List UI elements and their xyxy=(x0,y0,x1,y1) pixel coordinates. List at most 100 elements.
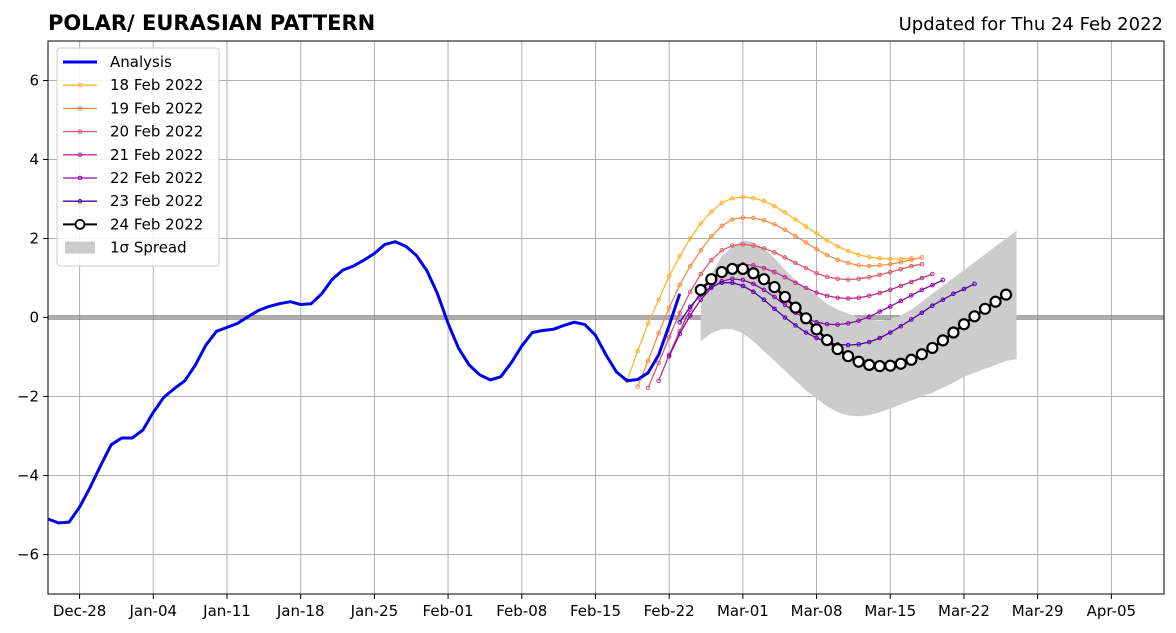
y-tick-label: 2 xyxy=(29,230,39,248)
legend-swatch-marker xyxy=(77,175,83,181)
forecast-point-3 xyxy=(751,243,756,248)
forecast-point-24feb xyxy=(799,312,813,325)
legend-label: 24 Feb 2022 xyxy=(110,215,203,233)
forecast-point-1 xyxy=(824,238,830,243)
forecast-point-6 xyxy=(761,297,767,303)
forecast-point-1 xyxy=(866,254,872,260)
forecast-point-4 xyxy=(772,269,777,275)
forecast-point-6 xyxy=(866,339,872,345)
forecast-point-1 xyxy=(708,209,714,214)
forecast-point-2 xyxy=(677,282,682,288)
chart-title: POLAR/ EURASIAN PATTERN xyxy=(48,11,375,35)
forecast-point-24feb xyxy=(736,262,749,276)
plot-area xyxy=(47,194,1164,525)
forecast-point-1 xyxy=(698,221,704,226)
forecast-point-24feb xyxy=(831,343,844,356)
forecast-point-24feb xyxy=(863,358,876,371)
forecast-point-6 xyxy=(887,330,893,335)
forecast-point-1 xyxy=(740,194,746,200)
x-tick-label: Jan-04 xyxy=(128,602,177,620)
forecast-point-4 xyxy=(909,279,914,285)
x-tick-label: Dec-28 xyxy=(53,602,107,620)
forecast-point-6 xyxy=(677,319,682,325)
forecast-point-2 xyxy=(793,233,798,239)
forecast-point-1 xyxy=(687,236,693,241)
forecast-point-5 xyxy=(782,302,788,308)
forecast-point-5 xyxy=(677,331,682,337)
forecast-line-3 xyxy=(647,243,922,389)
forecast-point-2 xyxy=(919,255,925,260)
forecast-point-3 xyxy=(866,274,872,280)
legend-swatch-spread xyxy=(65,241,95,254)
forecast-point-6 xyxy=(940,297,946,303)
forecast-point-6 xyxy=(740,283,746,289)
forecast-point-6 xyxy=(730,280,735,286)
forecast-point-3 xyxy=(698,271,704,277)
forecast-point-4 xyxy=(656,378,661,384)
forecast-point-5 xyxy=(898,298,904,304)
forecast-point-2 xyxy=(845,260,851,266)
forecast-point-24feb xyxy=(820,333,834,347)
forecast-line-2 xyxy=(636,216,922,387)
forecast-point-24feb xyxy=(989,295,1002,308)
forecast-point-24feb xyxy=(768,280,781,294)
forecast-point-2 xyxy=(772,221,777,227)
forecast-point-5 xyxy=(740,277,746,283)
forecast-point-2 xyxy=(909,257,914,263)
legend-swatch-marker xyxy=(77,129,83,134)
forecast-point-5 xyxy=(919,287,925,293)
forecast-point-24feb xyxy=(757,273,771,286)
forecast-point-6 xyxy=(782,315,788,320)
forecast-point-2 xyxy=(656,331,661,336)
x-axis: Dec-28 Jan-04 Jan-11 Jan-18 Jan-25 Feb-01 Feb-… xyxy=(53,594,1136,620)
forecast-point-6 xyxy=(951,291,956,297)
forecast-point-1 xyxy=(645,321,651,326)
forecast-point-3 xyxy=(772,250,777,255)
legend-swatch-marker xyxy=(77,106,83,111)
forecast-point-2 xyxy=(814,246,819,252)
forecast-point-24feb xyxy=(810,323,823,336)
forecast-point-24feb xyxy=(999,288,1013,301)
forecast-point-1 xyxy=(635,348,640,354)
forecast-point-2 xyxy=(824,252,830,258)
forecast-point-24feb xyxy=(894,357,907,370)
forecast-point-2 xyxy=(887,261,893,267)
forecast-point-6 xyxy=(845,342,851,348)
forecast-point-5 xyxy=(772,294,777,300)
forecast-point-6 xyxy=(919,310,925,316)
forecast-point-24feb xyxy=(957,318,971,331)
forecast-point-3 xyxy=(645,385,651,391)
forecast-point-5 xyxy=(751,281,756,287)
forecast-point-3 xyxy=(677,310,682,316)
legend-swatch-marker xyxy=(77,198,83,204)
forecast-point-4 xyxy=(856,295,861,301)
forecast-point-5 xyxy=(845,321,851,326)
x-tick-label: Feb-22 xyxy=(644,602,695,620)
forecast-point-5 xyxy=(666,353,672,359)
legend-swatch-marker xyxy=(77,82,83,88)
forecast-point-5 xyxy=(877,309,883,314)
forecast-point-1 xyxy=(730,195,735,201)
forecast-point-2 xyxy=(751,215,756,221)
x-tick-label: Apr-05 xyxy=(1087,602,1137,620)
forecast-point-2 xyxy=(835,257,840,263)
forecast-point-1 xyxy=(856,252,861,257)
forecast-point-2 xyxy=(687,263,693,269)
legend-label: 21 Feb 2022 xyxy=(110,146,203,164)
forecast-point-3 xyxy=(782,255,788,260)
forecast-point-5 xyxy=(835,322,840,327)
forecast-point-1 xyxy=(814,231,819,236)
forecast-point-6 xyxy=(803,330,809,335)
forecast-point-4 xyxy=(835,295,840,301)
forecast-point-2 xyxy=(740,215,746,220)
y-tick-label: −6 xyxy=(17,546,39,564)
forecast-point-24feb xyxy=(978,302,992,315)
legend-swatch-marker xyxy=(74,218,86,230)
legend: Analysis 18 Feb 2022 19 Feb 2022 20 Feb 202… xyxy=(56,47,220,267)
forecast-point-6 xyxy=(877,335,883,341)
forecast-point-2 xyxy=(877,263,883,268)
legend-label: 20 Feb 2022 xyxy=(110,123,203,141)
forecast-point-3 xyxy=(719,248,725,253)
forecast-point-2 xyxy=(635,384,640,389)
